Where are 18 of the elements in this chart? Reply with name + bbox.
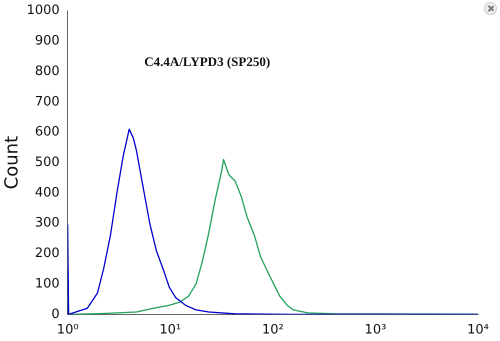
y-tick-label: 500 <box>34 154 60 170</box>
x-tick-label: 10¹ <box>159 322 182 338</box>
text: C4.4A/LYPD3 (SP250) <box>144 54 270 69</box>
x-tick-label: 10⁴ <box>467 322 489 338</box>
y-tick-label: 800 <box>34 64 60 79</box>
y-tick-label: 200 <box>34 246 60 262</box>
y-axis-title: Count <box>1 136 22 190</box>
y-tick-label: 400 <box>34 185 60 200</box>
y-tick-label: 600 <box>34 124 60 140</box>
y-tick-label: 900 <box>34 34 60 49</box>
y-tick-label: 100 <box>34 276 60 292</box>
y-tick-label: 300 <box>34 216 60 231</box>
y-tick-label: 0 <box>51 306 60 322</box>
x-tick-label: 10⁰ <box>56 322 79 338</box>
x-tick-label: 10³ <box>364 322 386 338</box>
y-tick-label: 1000 <box>26 3 60 18</box>
y-tick-label: 700 <box>34 94 60 110</box>
x-tick-label: 10² <box>262 322 284 338</box>
